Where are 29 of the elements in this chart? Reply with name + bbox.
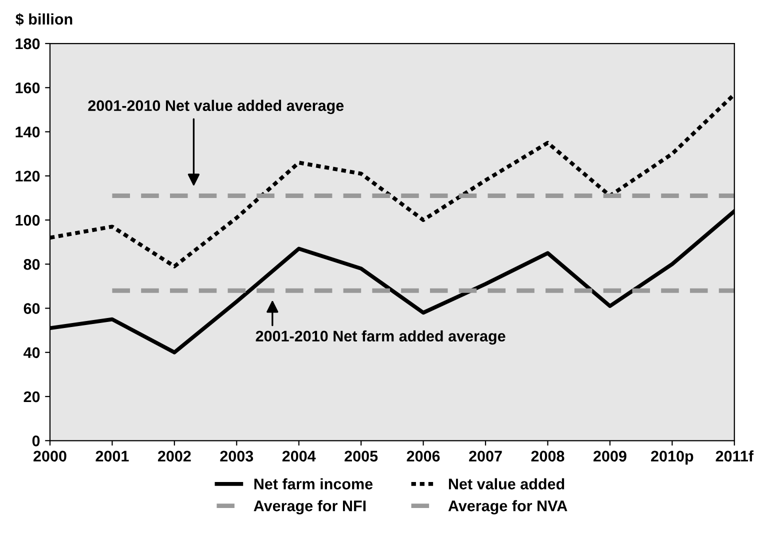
x-tick-label: 2000 <box>34 450 66 462</box>
y-tick-label: 40 <box>24 347 40 358</box>
legend-label: Net farm income <box>254 478 373 490</box>
y-tick-label: 160 <box>16 82 40 94</box>
annotation: 2001-2010 Net farm added average <box>256 330 506 345</box>
y-tick-label: 60 <box>24 303 40 314</box>
legend-label: Average for NVA <box>448 500 568 514</box>
x-tick-label: 2004 <box>282 450 316 462</box>
x-tick-label: 2006 <box>406 450 440 462</box>
y-tick-label: 120 <box>16 170 40 182</box>
x-tick-label: 2001 <box>96 450 129 462</box>
y-tick-label: 140 <box>16 126 40 138</box>
x-tick-label: 2003 <box>220 450 254 462</box>
annotation: 2001-2010 Net value added average <box>88 100 344 114</box>
x-tick-label: 2009 <box>593 450 626 462</box>
x-tick-label: 2010p <box>651 450 694 465</box>
legend-label: Average for NFI <box>254 500 366 514</box>
legend-label: Net value added <box>448 478 564 490</box>
x-tick-label: 2002 <box>158 450 191 462</box>
y-tick-label: 20 <box>24 391 40 402</box>
y-axis-title: $ billion <box>16 13 72 26</box>
x-tick-label: 2005 <box>344 450 378 462</box>
x-tick-label: 2011f <box>716 450 754 462</box>
y-tick-label: 0 <box>32 436 40 446</box>
y-tick-label: 80 <box>24 259 40 270</box>
y-tick-label: 180 <box>16 38 40 50</box>
y-tick-label: 100 <box>16 214 40 226</box>
x-tick-label: 2007 <box>469 450 502 462</box>
x-tick-label: 2008 <box>531 450 564 462</box>
